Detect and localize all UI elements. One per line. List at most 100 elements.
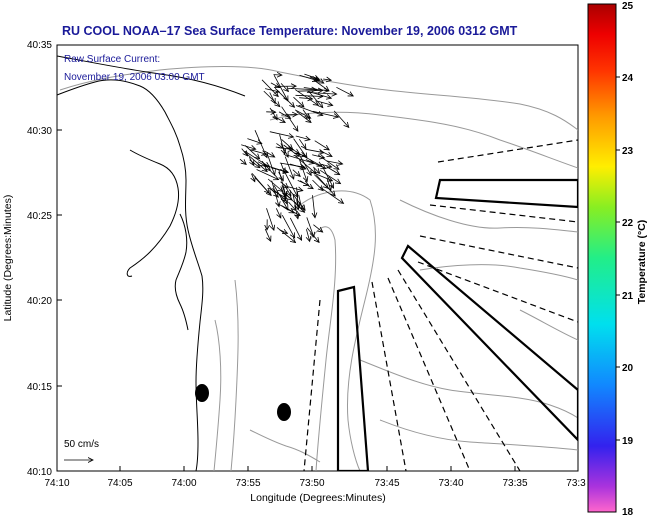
current-vector — [305, 148, 324, 153]
x-tick-label: 73:50 — [299, 478, 324, 489]
y-tick-label: 40:15 — [27, 382, 52, 393]
current-vector — [284, 172, 298, 197]
current-vector — [336, 86, 353, 96]
current-vector — [295, 155, 316, 174]
current-vector — [273, 75, 288, 101]
current-vector — [309, 76, 320, 81]
current-vector — [281, 215, 294, 238]
station-marker — [195, 384, 209, 402]
current-vector — [307, 90, 323, 108]
colorbar-tick: 18 — [622, 507, 634, 518]
x-tick-label: 73:55 — [235, 478, 260, 489]
current-vector — [265, 89, 279, 92]
current-vector — [261, 79, 278, 97]
current-vector — [276, 143, 283, 148]
current-vector — [298, 90, 323, 91]
current-vector — [289, 217, 301, 240]
current-vector — [295, 105, 323, 116]
current-vector — [256, 169, 279, 180]
current-vector — [281, 144, 288, 157]
temperature-colorbar: 25 24 23 22 21 20 19 18 Temperature (°C) — [587, 1, 648, 518]
current-vector — [323, 79, 331, 80]
colorbar-tick: 21 — [622, 291, 634, 302]
current-vector — [312, 179, 324, 191]
current-vector — [281, 114, 297, 115]
current-vector — [299, 159, 308, 182]
current-vector — [296, 111, 312, 122]
current-label: Raw Surface Current: — [64, 54, 160, 65]
x-tick-label: 73:3 — [566, 478, 586, 489]
current-vector — [283, 184, 291, 196]
current-vector — [284, 156, 294, 179]
colorbar-tick: 25 — [622, 1, 634, 12]
current-vector — [293, 138, 307, 158]
current-vector — [249, 149, 267, 155]
colorbar-label: Temperature (°C) — [636, 220, 648, 305]
current-vector — [279, 230, 288, 234]
y-axis-label: Latitude (Degrees:Minutes) — [2, 195, 14, 322]
current-vector — [297, 187, 299, 207]
current-vector — [278, 171, 284, 181]
x-tick-label: 74:05 — [107, 478, 132, 489]
current-vector — [316, 174, 335, 196]
x-tick-label: 73:45 — [374, 478, 399, 489]
current-vector — [305, 159, 326, 169]
current-vector — [306, 227, 319, 243]
current-vector — [247, 138, 261, 144]
current-vector — [280, 83, 288, 91]
current-vector — [295, 135, 310, 140]
current-vector — [244, 151, 268, 172]
current-vector — [299, 98, 312, 99]
figure-title: RU COOL NOAA–17 Sea Surface Temperature:… — [62, 24, 518, 38]
x-tick-label: 74:10 — [44, 478, 69, 489]
x-tick-label: 74:00 — [171, 478, 196, 489]
colorbar-tick: 20 — [622, 363, 634, 374]
current-vector — [264, 228, 271, 241]
coastline — [57, 55, 246, 471]
current-vector — [302, 109, 309, 119]
current-vector — [317, 100, 332, 105]
y-tick-label: 40:25 — [27, 211, 52, 222]
current-vector — [296, 151, 322, 166]
radial-dashed-lines — [303, 139, 578, 471]
current-vector — [267, 178, 283, 192]
station-marker — [277, 403, 291, 421]
current-vector — [241, 148, 248, 156]
current-vector — [306, 217, 314, 237]
current-vector — [273, 75, 282, 76]
current-vector — [271, 180, 279, 207]
current-vector — [266, 153, 275, 175]
scale-label: 50 cm/s — [64, 439, 99, 450]
current-vector — [270, 82, 280, 88]
current-vector — [244, 145, 260, 158]
colorbar-tick: 24 — [622, 73, 634, 84]
current-vector — [313, 195, 316, 218]
current-vector — [255, 177, 269, 194]
colorbar-tick: 19 — [622, 436, 634, 447]
current-vector — [268, 187, 287, 198]
current-vector — [239, 158, 246, 164]
current-vector — [295, 95, 323, 96]
current-vector — [269, 131, 294, 137]
x-tick-label: 73:40 — [438, 478, 463, 489]
current-vector — [279, 162, 305, 167]
current-vector — [299, 180, 313, 189]
current-vector — [310, 171, 332, 181]
x-axis: 74:10 74:05 74:00 73:55 73:50 73:45 73:4… — [44, 466, 586, 504]
current-vector — [266, 208, 274, 230]
current-vector — [298, 138, 306, 149]
antenna-beams — [336, 178, 578, 471]
current-vector — [288, 201, 296, 211]
current-vector — [294, 89, 318, 106]
plot-area — [56, 44, 579, 472]
current-vector — [293, 96, 304, 107]
y-tick-label: 40:35 — [27, 40, 52, 51]
y-tick-label: 40:20 — [27, 296, 52, 307]
current-vector — [312, 155, 324, 158]
current-vector — [326, 166, 340, 175]
x-tick-label: 73:35 — [502, 478, 527, 489]
current-vector — [313, 224, 322, 232]
current-vector — [312, 110, 339, 117]
current-vector — [248, 157, 254, 165]
